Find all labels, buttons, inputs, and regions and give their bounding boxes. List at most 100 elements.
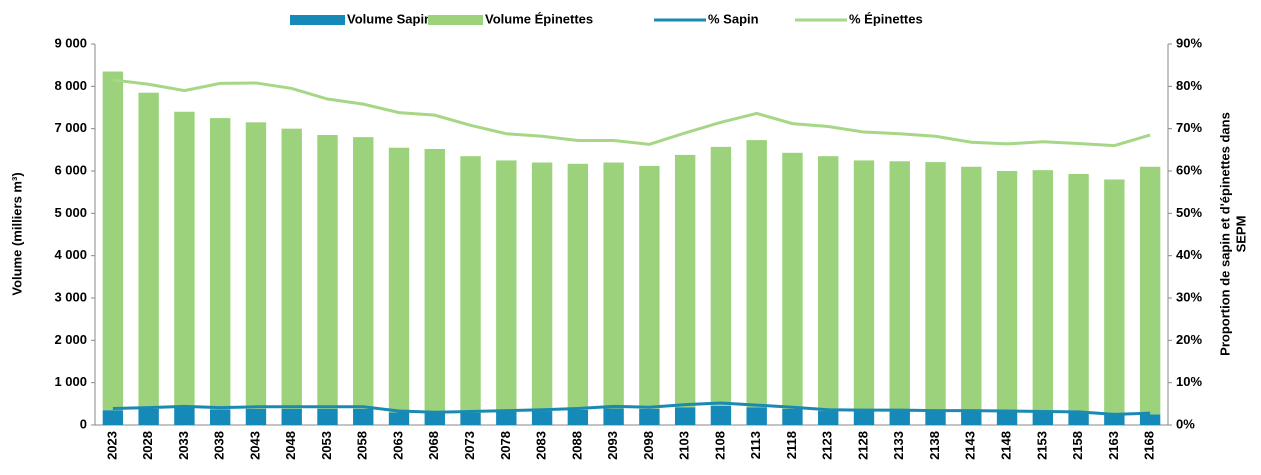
x-tick-label: 2163 (1106, 431, 1121, 460)
bar (567, 163, 589, 410)
x-tick-label: 2068 (426, 431, 441, 460)
x-tick-label: 2078 (498, 431, 513, 460)
x-tick-label: 2148 (998, 431, 1013, 460)
bar (603, 162, 624, 409)
x-tick-label: 2073 (462, 431, 477, 460)
bar (317, 135, 338, 409)
bar (710, 146, 732, 406)
bar (782, 408, 803, 425)
y2-axis-title: Proportion de sapin et d'épinettes dans (1217, 112, 1232, 356)
x-tick-label: 2103 (677, 431, 692, 460)
bar (782, 152, 803, 409)
bar (674, 154, 696, 408)
bar (424, 148, 445, 414)
y-tick-label: 7 000 (54, 120, 87, 135)
bar (496, 411, 517, 425)
bar (961, 166, 982, 412)
bar (996, 411, 1018, 425)
legend-swatch (428, 15, 483, 25)
bar (1068, 412, 1089, 425)
y-tick-label: 3 000 (54, 289, 87, 304)
bar (746, 140, 767, 408)
y2-tick-label: 70% (1176, 120, 1202, 135)
bar (639, 408, 660, 425)
x-tick-label: 2153 (1034, 431, 1049, 460)
bar (818, 411, 839, 425)
bar (1068, 173, 1089, 413)
bar (281, 128, 302, 409)
bar (710, 405, 732, 425)
bar (1104, 414, 1125, 425)
x-tick-label: 2123 (820, 431, 835, 460)
x-tick-label: 2118 (784, 431, 799, 459)
bar (603, 408, 624, 425)
x-tick-label: 2053 (319, 431, 334, 460)
bar (853, 160, 875, 412)
y-tick-label: 2 000 (54, 332, 87, 347)
legend-label: Volume Épinettes (485, 11, 593, 26)
bar (996, 171, 1018, 412)
y-tick-label: 9 000 (54, 35, 87, 50)
bar (102, 71, 124, 411)
y2-tick-label: 80% (1176, 78, 1202, 93)
bar (353, 137, 374, 409)
bar (531, 411, 553, 425)
x-tick-label: 2108 (712, 431, 727, 460)
x-tick-label: 2058 (355, 431, 370, 460)
bar (388, 412, 410, 425)
x-tick-label: 2083 (534, 431, 549, 460)
x-tick-label: 2088 (569, 431, 584, 460)
legend-label: Volume Sapin (347, 11, 432, 26)
y2-tick-label: 10% (1176, 374, 1202, 389)
bar (209, 118, 231, 410)
y2-tick-label: 0% (1176, 416, 1195, 431)
bar (138, 408, 159, 425)
bar (209, 409, 231, 425)
bar (1032, 170, 1054, 413)
bar (496, 160, 517, 412)
bar (245, 122, 267, 409)
y2-axis-title: SEPM (1233, 216, 1248, 253)
bar (460, 156, 481, 413)
bar (424, 413, 445, 425)
bar (174, 111, 195, 408)
x-tick-label: 2138 (927, 431, 942, 460)
y-tick-label: 8 000 (54, 78, 87, 93)
bar (531, 162, 553, 412)
bar (925, 162, 946, 412)
y-tick-label: 5 000 (54, 205, 87, 220)
bar (317, 408, 338, 425)
bar (460, 412, 481, 425)
bar (925, 411, 946, 425)
bar (388, 147, 410, 413)
bar (1139, 414, 1161, 425)
x-tick-label: 2168 (1142, 431, 1157, 460)
bar (174, 407, 195, 425)
legend-label: % Sapin (708, 11, 759, 26)
y-tick-label: 4 000 (54, 247, 87, 262)
bar (853, 411, 875, 425)
y2-tick-label: 20% (1176, 332, 1202, 347)
x-tick-label: 2033 (176, 431, 191, 460)
x-tick-label: 2038 (212, 431, 227, 460)
bar (889, 161, 910, 412)
bar (1104, 179, 1125, 415)
x-tick-label: 2023 (104, 431, 119, 460)
bar (102, 410, 124, 425)
line (112, 78, 1151, 148)
x-tick-label: 2028 (140, 431, 155, 460)
bar (961, 411, 982, 425)
bar (674, 407, 696, 425)
y-axis-title: Volume (milliers m³) (9, 172, 24, 295)
bar (281, 408, 302, 425)
y2-tick-label: 50% (1176, 205, 1202, 220)
y2-tick-label: 30% (1176, 289, 1202, 304)
x-tick-label: 2063 (390, 431, 405, 460)
bar (639, 165, 660, 409)
x-tick-label: 2133 (891, 431, 906, 460)
bar (567, 409, 589, 425)
bar (746, 407, 767, 425)
line (112, 401, 1151, 416)
y2-tick-label: 40% (1176, 247, 1202, 262)
